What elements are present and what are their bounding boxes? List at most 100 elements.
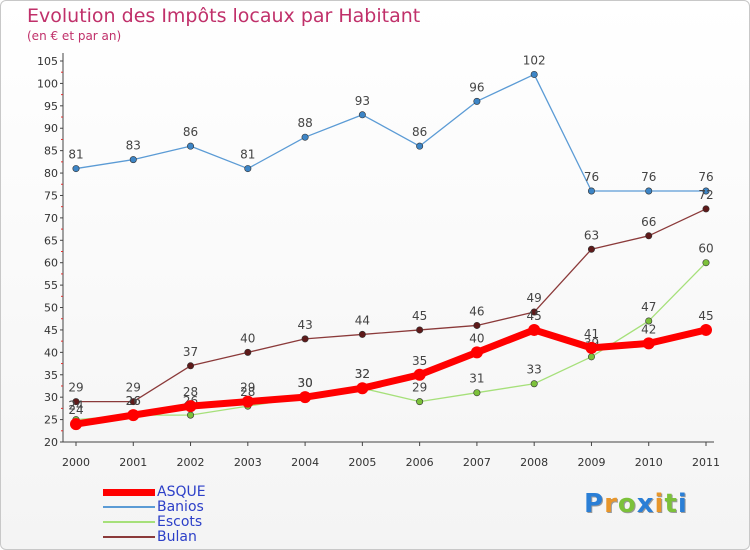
data-label-bulan-2000: 29 (68, 381, 83, 395)
x-tick-label-2007: 2007 (463, 456, 491, 469)
legend-item-escots: Escots (103, 515, 303, 530)
data-label-banios-2002: 86 (183, 125, 198, 139)
data-label-bulan-2007: 46 (469, 304, 484, 318)
data-label-asque-2005: 32 (355, 367, 370, 381)
data-point-asque-2007 (470, 346, 483, 359)
data-label-banios-2001: 83 (126, 139, 141, 153)
data-point-asque-2010 (642, 337, 655, 350)
y-tick-label-90: 90 (44, 122, 58, 135)
legend-label-escots: Escots (157, 514, 203, 530)
y-tick-label-70: 70 (44, 212, 58, 225)
data-point-escots-2007 (473, 389, 481, 397)
legend-swatch-asque (103, 488, 155, 496)
y-tick-label-35: 35 (44, 369, 58, 382)
legend-swatch-escots (103, 521, 155, 523)
series-line-banios (75, 73, 707, 192)
legend-item-banios: Banios (103, 500, 303, 515)
data-point-banios-2003 (244, 165, 252, 173)
y-tick-label-40: 40 (44, 346, 58, 359)
x-tick-label-2009: 2009 (577, 456, 605, 469)
y-tick-label-45: 45 (44, 324, 58, 337)
data-point-banios-2000 (72, 165, 80, 173)
data-point-bulan-2009 (587, 245, 595, 253)
data-label-bulan-2001: 29 (126, 381, 141, 395)
x-tick-label-2002: 2002 (177, 456, 205, 469)
series-line-asque (72, 326, 710, 428)
data-label-escots-2011: 60 (698, 242, 713, 256)
data-point-banios-2010 (645, 187, 653, 195)
data-label-banios-2010: 76 (641, 170, 656, 184)
y-tick-label-55: 55 (44, 279, 58, 292)
y-tick-label-95: 95 (44, 100, 58, 113)
data-label-banios-2009: 76 (584, 170, 599, 184)
data-label-asque-2001: 26 (126, 394, 141, 408)
data-label-asque-2006: 35 (412, 354, 427, 368)
data-point-asque-2009 (585, 341, 598, 354)
x-tick-label-2008: 2008 (520, 456, 548, 469)
data-label-asque-2011: 45 (698, 309, 713, 323)
data-point-asque-2005 (356, 382, 369, 395)
data-point-asque-2011 (700, 323, 712, 336)
data-label-bulan-2005: 44 (355, 313, 370, 327)
data-point-bulan-2006 (416, 326, 424, 334)
data-point-bulan-2003 (244, 348, 252, 356)
data-label-bulan-2008: 49 (527, 291, 542, 305)
data-label-escots-2003: 28 (240, 385, 255, 399)
y-tick-label-65: 65 (44, 234, 58, 247)
data-point-bulan-2008 (530, 308, 538, 316)
data-point-bulan-2004 (301, 335, 309, 343)
data-point-banios-2009 (587, 187, 595, 195)
data-label-asque-2004: 30 (297, 376, 312, 390)
data-label-asque-2010: 42 (641, 322, 656, 336)
legend-label-bulan: Bulan (157, 529, 197, 545)
data-point-bulan-2001 (129, 398, 137, 406)
data-label-escots-2006: 29 (412, 381, 427, 395)
data-label-escots-2008: 33 (527, 363, 542, 377)
y-tick-label-85: 85 (44, 145, 58, 158)
data-point-banios-2011 (702, 187, 710, 195)
x-tick-label-2011: 2011 (692, 456, 720, 469)
data-point-asque-2000 (70, 418, 82, 431)
data-label-banios-2011: 76 (698, 170, 713, 184)
data-point-banios-2005 (358, 111, 366, 119)
data-label-escots-2001: 26 (126, 394, 141, 408)
data-point-banios-2001 (129, 156, 137, 164)
y-tick-label-80: 80 (44, 167, 58, 180)
series-line-escots (75, 262, 707, 421)
chart-legend: ASQUE Banios Escots Bulan (103, 485, 303, 545)
y-tick-label-75: 75 (44, 189, 58, 202)
data-point-asque-2004 (299, 391, 312, 404)
data-point-bulan-2005 (358, 330, 366, 338)
data-label-bulan-2011: 72 (698, 188, 713, 202)
data-point-escots-2006 (416, 398, 424, 406)
data-point-bulan-2010 (645, 232, 653, 240)
data-label-banios-2007: 96 (469, 80, 484, 94)
data-label-escots-2004: 30 (297, 376, 312, 390)
x-tick-label-2005: 2005 (348, 456, 376, 469)
data-point-bulan-2002 (187, 362, 195, 370)
data-label-bulan-2009: 63 (584, 228, 599, 242)
data-point-asque-2008 (528, 323, 541, 336)
data-label-bulan-2003: 40 (240, 331, 255, 345)
data-point-escots-2011 (702, 259, 710, 267)
data-label-escots-2007: 31 (469, 372, 484, 386)
data-label-banios-2003: 81 (240, 148, 255, 162)
x-tick-label-2010: 2010 (635, 456, 663, 469)
data-point-escots-2010 (645, 317, 653, 325)
chart-title: Evolution des Impôts locaux par Habitant (27, 5, 421, 27)
data-point-asque-2006 (413, 368, 426, 381)
data-label-bulan-2002: 37 (183, 345, 198, 359)
data-point-bulan-2000 (72, 398, 80, 406)
data-label-asque-2009: 41 (584, 327, 599, 341)
legend-item-bulan: Bulan (103, 530, 303, 545)
data-label-banios-2000: 81 (68, 148, 83, 162)
data-label-banios-2004: 88 (297, 116, 312, 130)
y-tick-label-50: 50 (44, 302, 58, 315)
x-tick-label-2003: 2003 (234, 456, 262, 469)
y-tick-label-60: 60 (44, 257, 58, 270)
data-point-banios-2004 (301, 133, 309, 141)
data-label-escots-2010: 47 (641, 300, 656, 314)
data-point-escots-2009 (587, 353, 595, 361)
